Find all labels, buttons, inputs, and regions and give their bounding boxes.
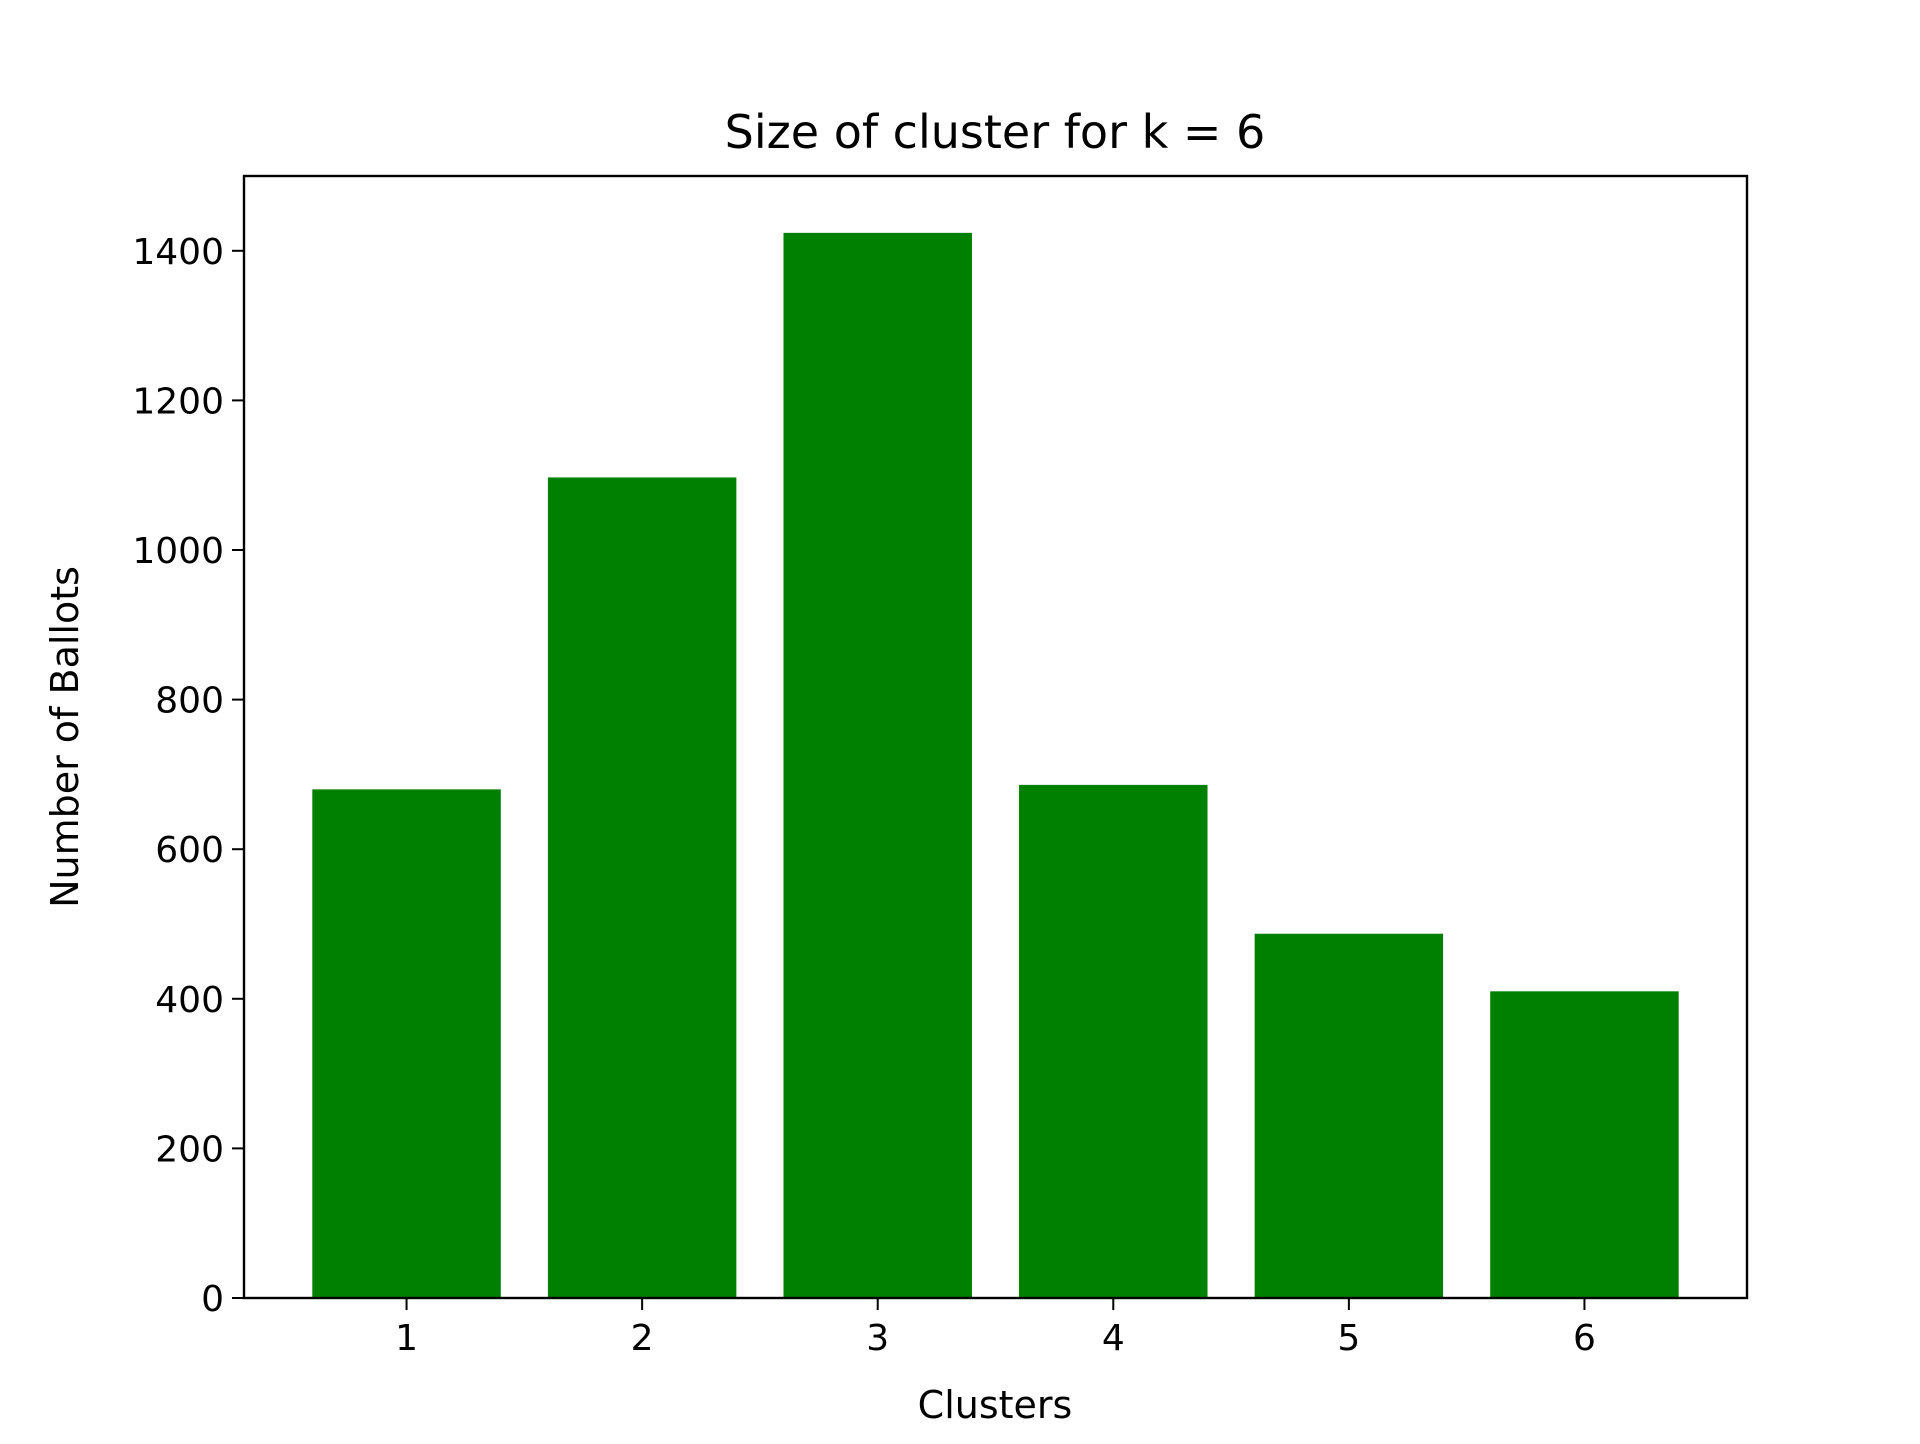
y-tick-label-1200: 1200 <box>132 381 224 422</box>
y-tick-label-1400: 1400 <box>132 232 224 273</box>
x-tick-label-5: 5 <box>1337 1318 1360 1359</box>
plot-frame <box>242 174 1749 1300</box>
axes-layer: 1 2 3 4 5 6 0 200 400 600 800 1000 1200 1400 <box>132 232 1596 1359</box>
bar-cluster-3 <box>783 232 972 1298</box>
y-tick-label-800: 800 <box>155 681 224 722</box>
y-tick-label-1000: 1000 <box>132 531 224 572</box>
bar-cluster-6 <box>1490 991 1679 1298</box>
bar-cluster-5 <box>1254 933 1444 1298</box>
x-tick-label-1: 1 <box>395 1318 418 1359</box>
bars-layer <box>312 232 1679 1299</box>
x-tick-label-3: 3 <box>866 1318 889 1359</box>
x-tick-label-2: 2 <box>631 1318 654 1359</box>
y-axis-label: Number of Ballots <box>43 566 87 908</box>
y-tick-label-200: 200 <box>155 1129 224 1170</box>
bar-cluster-1 <box>312 789 501 1298</box>
bar-cluster-4 <box>1019 784 1208 1298</box>
x-tick-label-6: 6 <box>1573 1318 1596 1359</box>
y-tick-label-0: 0 <box>201 1279 224 1320</box>
x-tick-label-4: 4 <box>1102 1318 1125 1359</box>
y-tick-label-400: 400 <box>155 980 224 1021</box>
chart-title: Size of cluster for k = 6 <box>725 105 1266 159</box>
y-tick-label-600: 600 <box>155 830 224 871</box>
bar-cluster-2 <box>547 477 737 1299</box>
x-axis-label: Clusters <box>918 1383 1073 1427</box>
